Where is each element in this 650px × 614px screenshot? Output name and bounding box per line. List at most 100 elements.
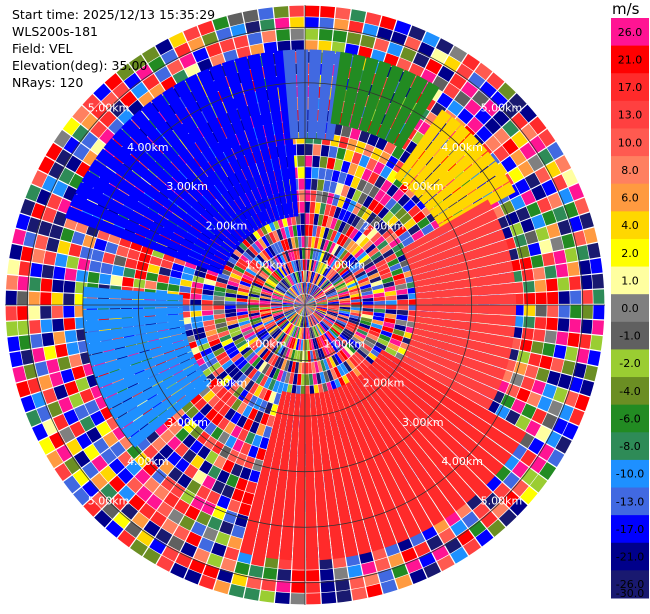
velocity-gate — [314, 249, 320, 261]
velocity-region-gate — [151, 93, 255, 235]
velocity-gate — [369, 326, 382, 334]
velocity-gate — [181, 272, 194, 282]
velocity-gate — [335, 262, 346, 273]
velocity-gate — [531, 408, 547, 425]
velocity-gate — [233, 265, 245, 274]
velocity-gate — [350, 312, 362, 317]
velocity-gate — [230, 411, 242, 425]
velocity-gate — [305, 305, 309, 316]
velocity-gate — [183, 464, 199, 479]
velocity-gate — [526, 391, 542, 408]
velocity-gate — [192, 275, 205, 284]
velocity-gate — [362, 301, 374, 305]
velocity-gate — [299, 350, 303, 363]
velocity-gate — [328, 181, 338, 194]
velocity-gate — [49, 431, 66, 449]
velocity-gate — [116, 245, 130, 258]
velocity-gate — [189, 439, 204, 454]
velocity-gate — [485, 135, 502, 152]
velocity-gate — [435, 38, 454, 55]
velocity-gate — [392, 188, 405, 202]
velocity-gate — [314, 337, 320, 349]
velocity-gate — [315, 309, 326, 315]
velocity-region-gate — [429, 161, 503, 218]
velocity-region-gate — [234, 56, 285, 220]
velocity-gate — [160, 429, 175, 444]
velocity-gate — [305, 299, 315, 305]
velocity-gate — [348, 319, 360, 326]
velocity-gate — [493, 482, 511, 500]
velocity-gate — [332, 340, 341, 352]
velocity-gate — [326, 330, 336, 341]
velocity-gate — [353, 248, 365, 259]
velocity-gate — [520, 449, 537, 467]
velocity-gate — [121, 276, 134, 287]
velocity-gate — [305, 305, 316, 308]
velocity-gate — [294, 301, 305, 305]
velocity-region-gate — [69, 193, 225, 271]
velocity-gate — [305, 305, 315, 311]
velocity-gate — [206, 490, 221, 505]
velocity-gate — [472, 502, 490, 520]
velocity-gate — [316, 275, 324, 286]
velocity-gate — [373, 292, 385, 298]
velocity-gate — [306, 259, 310, 271]
velocity-gate — [334, 322, 345, 330]
velocity-gate — [261, 315, 273, 322]
velocity-gate — [82, 461, 99, 479]
velocity-gate — [309, 248, 314, 260]
velocity-gate — [570, 290, 582, 304]
velocity-gate — [219, 38, 236, 53]
velocity-gate — [254, 326, 266, 334]
velocity-gate — [245, 248, 256, 259]
velocity-gate — [254, 358, 265, 370]
velocity-gate — [374, 305, 386, 309]
velocity-gate — [331, 354, 340, 367]
velocity-gate — [236, 402, 248, 415]
velocity-gate — [330, 326, 341, 336]
velocity-gate — [299, 295, 305, 305]
velocity-gate — [314, 291, 324, 299]
velocity-gate — [346, 323, 358, 331]
velocity-gate — [48, 162, 65, 180]
velocity-gate — [93, 238, 108, 252]
velocity-gate — [285, 310, 296, 317]
velocity-gate — [337, 171, 348, 185]
velocity-gate — [260, 334, 271, 344]
velocity-gate — [302, 351, 305, 363]
velocity-gate — [331, 41, 346, 55]
velocity-gate — [213, 295, 225, 301]
velocity-gate — [149, 537, 167, 555]
velocity-gate — [367, 199, 379, 212]
velocity-gate — [361, 294, 374, 299]
velocity-gate — [305, 282, 308, 294]
velocity-gate — [180, 489, 196, 505]
velocity-gate — [555, 435, 572, 454]
velocity-gate — [276, 228, 284, 241]
velocity-gate — [236, 311, 249, 316]
velocity-gate — [339, 297, 351, 302]
velocity-region-gate — [415, 293, 517, 305]
colorbar-swatch — [611, 73, 649, 102]
velocity-gate — [312, 260, 317, 272]
velocity-gate — [557, 373, 572, 390]
velocity-gate — [59, 426, 76, 444]
velocity-gate — [384, 285, 396, 293]
velocity-gate — [184, 63, 201, 79]
velocity-gate — [170, 269, 183, 279]
velocity-gate — [314, 310, 325, 318]
velocity-gate — [163, 492, 180, 508]
velocity-gate — [266, 278, 277, 287]
velocity-gate — [237, 287, 250, 294]
velocity-gate — [153, 484, 170, 501]
velocity-gate — [295, 299, 305, 305]
velocity-gate — [247, 336, 259, 346]
velocity-gate — [344, 276, 356, 284]
velocity-gate — [381, 276, 394, 284]
velocity-region-gate — [401, 199, 493, 255]
velocity-gate — [296, 224, 302, 237]
velocity-gate — [9, 243, 23, 260]
range-ring-label: 2.00km — [206, 377, 248, 390]
velocity-gate — [230, 272, 242, 281]
velocity-gate — [325, 254, 334, 265]
